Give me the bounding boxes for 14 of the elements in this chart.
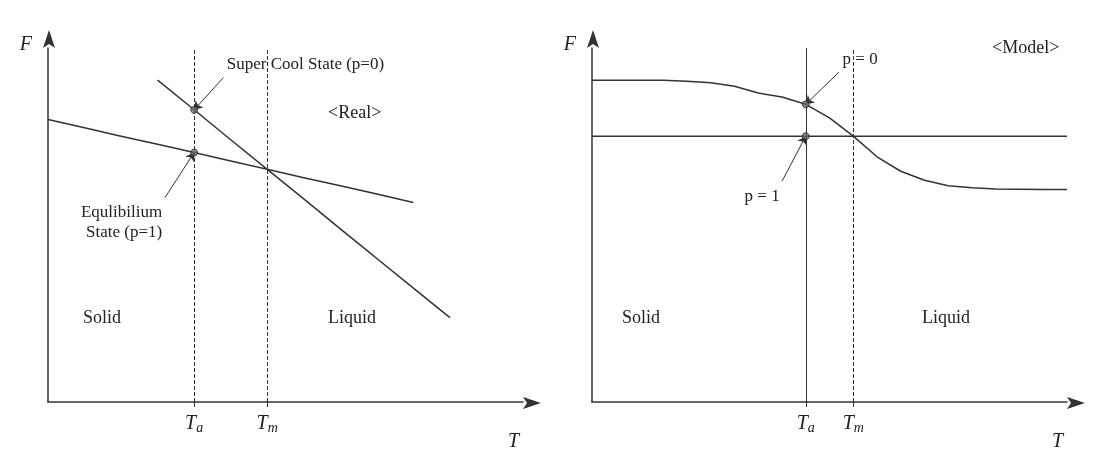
x-axis-title: T [508,429,521,451]
x-axis-title: T [1052,429,1065,451]
text: <Model> [992,37,1060,57]
annotation: <Real> [328,102,382,122]
y-axis-title: F [562,32,577,54]
y-axis-title: F [18,32,33,54]
annotation: Equlibilium State (p=1) [80,202,163,242]
annotation: Liquid [328,307,376,327]
annotation: Super Cool State (p=0) [226,54,385,74]
annotation: p = 1 [744,186,780,206]
annotation: Solid [622,307,661,327]
annotation: Solid [83,307,122,327]
annotation: p = 0 [842,49,878,69]
annotation: Liquid [922,307,970,327]
